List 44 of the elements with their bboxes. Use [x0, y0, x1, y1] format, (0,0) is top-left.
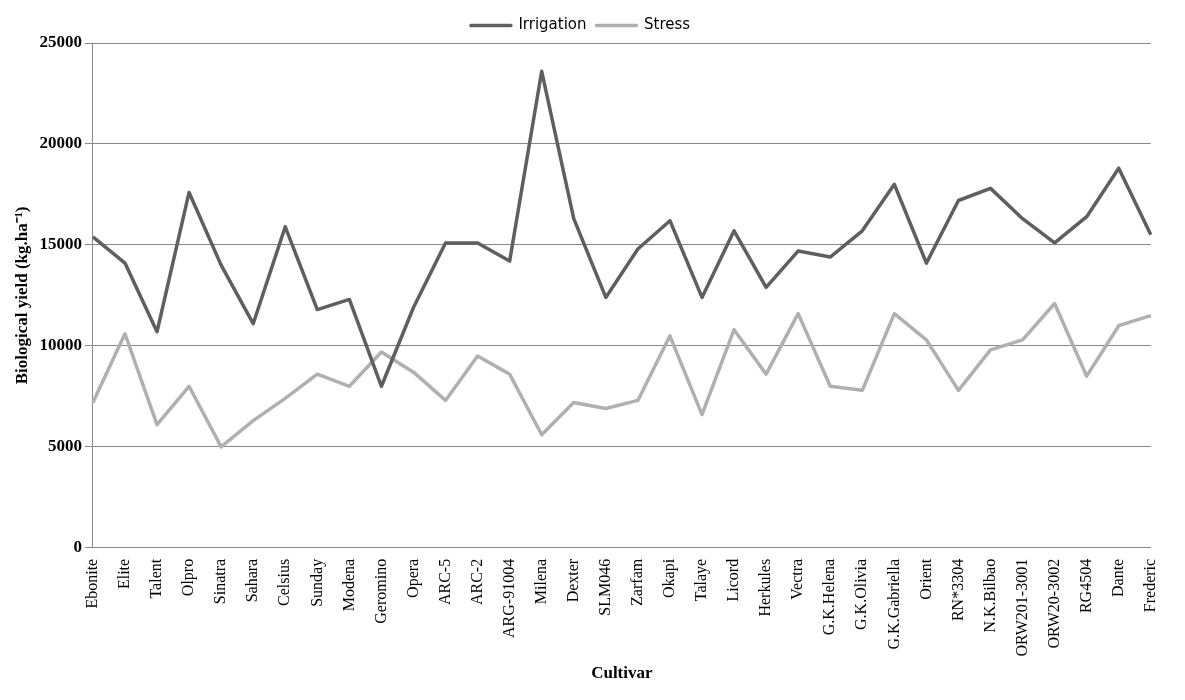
x-tick-label: Sinatra	[211, 558, 229, 605]
x-tick-label: Olpro	[179, 558, 198, 597]
x-tick-label: SLM046	[596, 558, 614, 616]
x-tick-label: ARC-5	[435, 558, 453, 606]
x-tick-label: Sunday	[307, 558, 326, 607]
x-tick-label: ORW20-3002	[1044, 558, 1062, 649]
y-tick-label: 15000	[39, 234, 82, 254]
x-tick-label: Geromino	[371, 558, 389, 624]
y-tick-label: 25000	[39, 32, 82, 52]
x-axis-title: Cultivar	[591, 663, 653, 683]
x-tick-label: G.K.Helena	[820, 558, 838, 636]
x-tick-label: Frederic	[1141, 558, 1158, 613]
x-tick-label: N.K.Bilbao	[980, 558, 998, 633]
x-tick-label: Dante	[1108, 558, 1126, 598]
x-tick-label: Milena	[531, 558, 549, 605]
x-tick-label: G.K.Olivia	[852, 558, 870, 630]
x-tick-label: G.K.Gabriella	[884, 558, 902, 650]
y-tick-label: 0	[73, 537, 82, 557]
y-tick-label: 10000	[39, 335, 82, 355]
x-tick-label: Elite	[115, 558, 133, 590]
x-tick-label: Zarfam	[628, 558, 646, 606]
x-tick-label: Dexter	[563, 558, 581, 603]
x-tick-label: Herkules	[756, 558, 774, 617]
x-tick-label: Vectra	[788, 558, 806, 600]
x-tick-label: Okapi	[660, 558, 679, 598]
y-axis-title: Biological yield (kg.ha⁻¹)	[11, 206, 31, 385]
legend-label: Stress	[644, 15, 691, 34]
x-tick-label: ORW201-3001	[1012, 558, 1030, 657]
x-tick-label: RG4504	[1076, 558, 1094, 614]
x-tick-label: ARG-91004	[499, 558, 517, 638]
y-tick-label: 20000	[39, 133, 82, 153]
x-tick-label: Talent	[147, 558, 165, 599]
x-tick-label: Orient	[916, 558, 934, 600]
x-tick-label: ARC-2	[467, 558, 485, 606]
x-tick-label: Modena	[339, 558, 357, 612]
legend-label: Irrigation	[518, 15, 587, 34]
x-tick-label: Licord	[724, 558, 742, 602]
x-tick-label: RN*3304	[948, 558, 966, 622]
x-tick-label: Celsius	[275, 558, 293, 606]
x-tick-label: Sahara	[243, 558, 261, 603]
x-tick-label: Talaye	[692, 558, 711, 602]
x-tick-label: Ebonite	[83, 558, 101, 609]
y-tick-label: 5000	[47, 436, 82, 456]
x-tick-label: Opera	[403, 558, 422, 598]
